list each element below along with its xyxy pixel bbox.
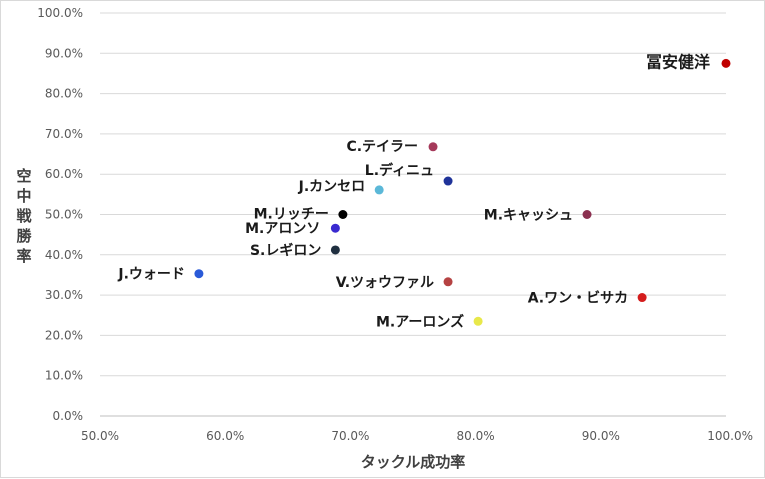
data-point — [582, 210, 592, 219]
y-axis-title: 空中戦勝率 — [15, 166, 33, 266]
data-point — [443, 176, 453, 186]
y-axis-title-char: 勝 — [16, 227, 32, 245]
data-label: J.カンセロ — [298, 179, 366, 195]
data-point — [194, 269, 204, 279]
x-axis-ticks: 50.0% 60.0% 70.0% 80.0% 90.0% 100.0% — [81, 429, 753, 443]
data-point — [473, 316, 483, 326]
data-label: C.テイラー — [346, 139, 418, 155]
y-tick-label: 70.0% — [45, 127, 83, 141]
y-tick-label: 60.0% — [45, 167, 83, 181]
x-tick-label: 60.0% — [206, 429, 244, 443]
data-point — [443, 277, 453, 287]
data-label: J.ウォード — [117, 267, 185, 283]
data-point — [637, 293, 647, 303]
data-label: M.アロンソ — [245, 221, 320, 237]
y-tick-label: 0.0% — [53, 409, 84, 423]
x-tick-label: 50.0% — [81, 429, 119, 443]
x-tick-label: 70.0% — [331, 429, 369, 443]
y-tick-label: 10.0% — [45, 369, 83, 383]
x-tick-label: 90.0% — [582, 429, 620, 443]
y-axis-ticks: 0.0% 10.0% 20.0% 30.0% 40.0% 50.0% 60.0% 70.0% 8… — [37, 6, 83, 423]
data-label: M.キャッシュ — [484, 208, 573, 224]
y-axis-title-char: 中 — [16, 187, 32, 205]
x-tick-label: 80.0% — [457, 429, 495, 443]
data-point — [330, 245, 340, 255]
data-label: A.ワン・ビサカ — [528, 291, 628, 307]
data-point — [338, 210, 348, 219]
y-tick-label: 40.0% — [45, 248, 83, 262]
y-tick-label: 50.0% — [45, 208, 83, 222]
y-tick-label: 90.0% — [45, 46, 83, 60]
data-label: 冨安健洋 — [646, 52, 710, 71]
data-label: L.ディニュ — [365, 162, 434, 179]
gridlines — [100, 12, 726, 417]
x-axis-title: タックル成功率 — [361, 453, 466, 471]
data-points — [194, 58, 731, 326]
y-tick-label: 20.0% — [45, 328, 83, 342]
data-point — [428, 142, 438, 152]
data-label: V.ツォウファル — [336, 275, 434, 291]
y-tick-label: 80.0% — [45, 87, 83, 101]
y-axis-title-char: 空 — [16, 167, 32, 185]
data-label: S.レギロン — [250, 242, 321, 259]
y-axis-title-char: 戦 — [16, 207, 32, 225]
data-label: M.リッチー — [254, 207, 329, 223]
data-point — [330, 223, 340, 233]
data-point — [374, 185, 384, 195]
y-tick-label: 30.0% — [45, 288, 83, 302]
y-tick-label: 100.0% — [37, 6, 83, 20]
y-axis-title-char: 率 — [16, 247, 32, 265]
x-tick-label: 100.0% — [707, 429, 753, 443]
data-label: M.アーロンズ — [376, 313, 464, 330]
data-point — [721, 58, 731, 68]
